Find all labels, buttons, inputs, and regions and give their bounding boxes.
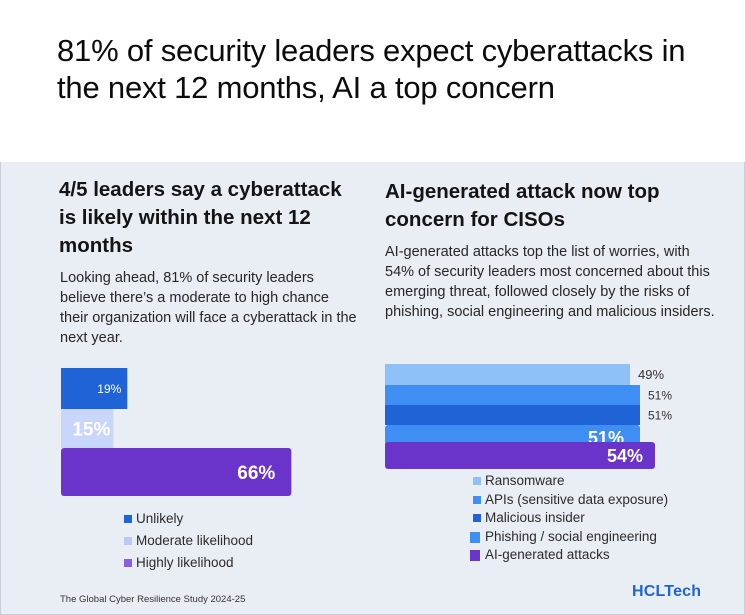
bar-moderate-likelihood — [61, 409, 114, 448]
bar-apis-sensitive-data-exposure — [385, 385, 640, 405]
legend-label: AI-generated attacks — [485, 547, 610, 562]
bar-ai-generated-attacks — [385, 442, 655, 469]
legend-label: APIs (sensitive data exposure) — [485, 491, 669, 507]
legend-swatch — [124, 537, 132, 545]
source-note: The Global Cyber Resilience Study 2024-2… — [60, 594, 246, 605]
data-label-malicious-insider: 51% — [648, 408, 672, 422]
legend-label: Phishing / social engineering — [485, 528, 657, 544]
data-label-apis-sensitive-data-exposure: 51% — [648, 388, 672, 402]
left-body-text: Looking ahead, 81% of security leaders b… — [60, 270, 357, 346]
data-label-ransomware: 49% — [638, 367, 664, 382]
bar-ransomware — [385, 364, 630, 385]
legend-swatch — [470, 550, 480, 561]
bar-highly-likelihood — [61, 448, 292, 496]
legend-label: Ransomware — [485, 473, 565, 488]
data-label-ai-generated-attacks: 54% — [607, 446, 643, 466]
data-label-unlikely: 19% — [97, 382, 121, 396]
right-body-text: AI-generated attacks top the list of wor… — [385, 244, 715, 320]
legend-label: Moderate likelihood — [136, 533, 254, 548]
legend-swatch — [473, 495, 481, 504]
header: 81% of security leaders expect cyberatta… — [0, 0, 745, 162]
legend-swatch — [473, 514, 481, 522]
legend-swatch — [473, 477, 481, 485]
legend-label: Malicious insider — [485, 510, 585, 525]
bar-unlikely — [61, 368, 128, 409]
legend-label: Unlikely — [136, 511, 184, 526]
page-title: 81% of security leaders expect cyberatta… — [57, 33, 686, 105]
legend-swatch — [124, 515, 132, 523]
legend-label: Highly likelihood — [136, 555, 234, 570]
left-heading: 4/5 leaders say a cyberattack is likely … — [59, 178, 342, 257]
legend-swatch — [124, 559, 132, 567]
legend-swatch — [470, 531, 480, 543]
data-label-moderate-likelihood: 15% — [72, 419, 110, 440]
brand-logo: HCLTech — [632, 583, 702, 600]
right-heading: AI-generated attack now top concern for … — [385, 180, 660, 231]
bar-malicious-insider — [385, 405, 640, 425]
data-label-highly-likelihood: 66% — [237, 463, 275, 484]
